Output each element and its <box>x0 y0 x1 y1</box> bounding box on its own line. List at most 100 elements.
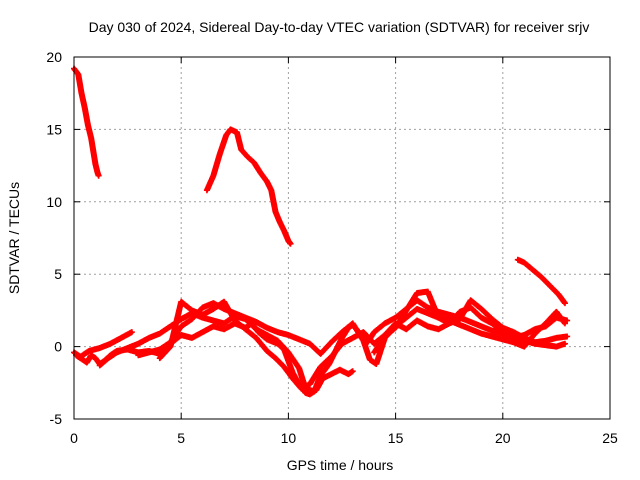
data-point <box>286 239 290 243</box>
data-point <box>265 333 269 337</box>
data-point <box>126 346 130 350</box>
data-point <box>282 229 286 233</box>
data-point <box>458 323 462 327</box>
data-point <box>436 316 440 320</box>
data-point <box>426 311 430 315</box>
data-point <box>276 330 280 334</box>
y-axis-label: SDTVAR / TECUs <box>6 182 22 294</box>
data-point <box>254 320 258 324</box>
data-point <box>327 362 331 366</box>
data-point <box>372 350 376 354</box>
data-point <box>340 342 344 346</box>
data-point <box>87 349 91 353</box>
data-point <box>147 350 151 354</box>
data-point <box>211 324 215 328</box>
data-point <box>512 330 516 334</box>
data-point <box>458 317 462 321</box>
data-point <box>76 72 80 76</box>
data-point <box>222 327 226 331</box>
data-point <box>265 326 269 330</box>
y-tick-label: -5 <box>50 411 63 427</box>
data-point <box>319 352 323 356</box>
data-point <box>259 171 263 175</box>
data-point <box>83 106 87 110</box>
data-point <box>286 333 290 337</box>
data-point <box>89 136 93 140</box>
data-point <box>297 337 301 341</box>
data-point <box>565 334 569 338</box>
data-point <box>544 343 548 347</box>
data-point <box>490 334 494 338</box>
data-point <box>490 317 494 321</box>
y-tick-label: 5 <box>54 266 62 282</box>
data-point <box>211 301 215 305</box>
data-point <box>415 319 419 323</box>
data-point <box>554 316 558 320</box>
data-points <box>71 65 571 398</box>
data-point <box>222 300 226 304</box>
data-point <box>426 290 430 294</box>
data-point <box>89 353 93 357</box>
data-point <box>254 327 258 331</box>
data-point <box>74 353 78 357</box>
data-point <box>168 345 172 349</box>
data-point <box>557 292 561 296</box>
y-tick-label: 0 <box>54 339 62 355</box>
data-point <box>368 358 372 362</box>
data-point <box>304 391 308 395</box>
data-point <box>244 327 248 331</box>
data-point <box>158 347 162 351</box>
data-point <box>490 329 494 333</box>
data-point <box>85 361 89 365</box>
data-point <box>447 313 451 317</box>
data-point <box>286 359 290 363</box>
data-point <box>501 337 505 341</box>
data-point <box>469 298 473 302</box>
data-point <box>394 316 398 320</box>
plot-frame <box>73 56 611 420</box>
chart-title: Day 030 of 2024, Sidereal Day-to-day VTE… <box>89 19 590 35</box>
data-point <box>115 350 119 354</box>
data-point <box>222 321 226 325</box>
data-point <box>447 321 451 325</box>
data-point <box>329 340 333 344</box>
data-point <box>211 174 215 178</box>
data-point <box>229 127 233 131</box>
data-point <box>130 330 134 334</box>
data-point <box>563 301 567 305</box>
data-point <box>274 356 278 360</box>
data-point <box>372 342 376 346</box>
series-track-8 <box>156 298 571 392</box>
data-point <box>329 372 333 376</box>
data-point <box>501 330 505 334</box>
data-point <box>282 365 286 369</box>
data-point <box>224 133 228 137</box>
data-point <box>533 327 537 331</box>
data-point <box>426 324 430 328</box>
data-point <box>340 330 344 334</box>
data-point <box>205 188 209 192</box>
data-point <box>244 316 248 320</box>
data-point <box>297 366 301 370</box>
data-point <box>201 313 205 317</box>
data-point <box>97 174 101 178</box>
data-point <box>136 342 140 346</box>
data-point <box>426 306 430 310</box>
data-point <box>346 372 350 376</box>
data-point <box>544 339 548 343</box>
data-point <box>308 342 312 346</box>
data-point <box>299 387 303 391</box>
data-point <box>211 319 215 323</box>
data-point <box>501 326 505 330</box>
data-point <box>190 308 194 312</box>
y-tick-label: 15 <box>46 121 62 137</box>
data-point <box>415 307 419 311</box>
x-tick-label: 15 <box>388 430 404 446</box>
x-tick-label: 20 <box>495 430 511 446</box>
data-point <box>91 149 95 153</box>
x-tick-label: 5 <box>177 430 185 446</box>
data-point <box>374 362 378 366</box>
data-point <box>93 162 97 166</box>
data-point <box>516 258 520 262</box>
